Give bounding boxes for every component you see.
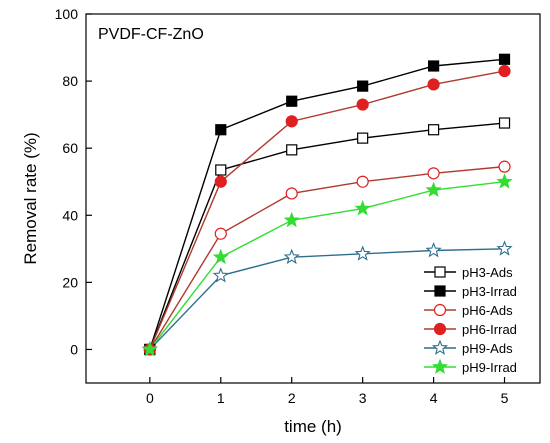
data-point (212, 267, 229, 283)
y-tick-label: 0 (70, 341, 78, 357)
data-point (354, 245, 371, 261)
legend-label: pH9-Ads (462, 341, 513, 356)
series-markers-6 (141, 173, 513, 357)
data-point (214, 227, 227, 240)
series-markers-3 (143, 160, 511, 356)
data-point (498, 53, 511, 65)
legend-marker (434, 266, 446, 278)
data-point (214, 175, 227, 188)
series-line-5 (149, 248, 505, 350)
y-tick-label: 40 (62, 207, 78, 223)
data-point (496, 173, 513, 189)
y-tick-label: 20 (62, 274, 78, 290)
data-point (427, 78, 440, 91)
series-line-2 (149, 58, 505, 350)
legend-label: pH9-Irrad (462, 360, 517, 375)
data-point (286, 95, 298, 107)
legend-label: pH3-Irrad (462, 284, 517, 299)
x-tick-label: 0 (146, 390, 154, 406)
legend-item-6: pH9-Irrad (424, 358, 517, 375)
data-point (427, 167, 440, 180)
chart-title: PVDF-CF-ZnO (98, 26, 204, 43)
legend: pH3-Ads pH3-Irrad pH6-Ads pH6-Irrad pH9-Ads p… (424, 265, 517, 375)
legend-marker (431, 339, 449, 355)
data-point (141, 340, 158, 357)
data-point (356, 175, 369, 188)
data-point (357, 80, 369, 92)
legend-label: pH6-Ads (462, 303, 513, 318)
data-point (357, 132, 369, 144)
data-point (356, 98, 369, 111)
x-tick-label: 1 (217, 390, 225, 406)
data-point (212, 248, 229, 265)
series-line-3 (149, 165, 505, 350)
legend-marker (433, 322, 447, 336)
data-point (425, 181, 442, 198)
data-point (283, 211, 300, 228)
data-point (283, 248, 300, 265)
legend-marker (433, 303, 447, 317)
x-tick-label: 4 (430, 390, 438, 406)
legend-item-1: pH3-Ads (424, 265, 513, 280)
legend-label: pH6-Irrad (462, 322, 517, 337)
y-tick-label: 100 (55, 6, 79, 22)
data-point (285, 115, 298, 128)
data-point (285, 187, 298, 200)
y-axis-title: Removal rate (%) (21, 132, 40, 264)
plot-area (85, 13, 541, 384)
series-markers-1 (144, 117, 511, 356)
y-tick-label: 60 (62, 140, 78, 156)
data-point (286, 144, 298, 156)
series-layer (141, 53, 513, 357)
x-axis-title: time (h) (284, 417, 342, 436)
series-line-6 (149, 181, 505, 350)
series-line-4 (149, 70, 505, 350)
data-point (498, 64, 511, 78)
data-point (215, 124, 227, 136)
axes-layer: 0 1 2 3 4 5 0 20 40 60 80 100 (55, 6, 509, 406)
data-point (498, 117, 511, 129)
series-markers-4 (143, 64, 511, 356)
legend-item-5: pH9-Ads (424, 339, 513, 356)
legend-item-3: pH6-Ads (424, 303, 513, 318)
data-point (425, 241, 442, 258)
legend-item-2: pH3-Irrad (424, 284, 517, 299)
data-point (215, 164, 227, 176)
legend-marker (431, 358, 449, 374)
legend-item-4: pH6-Irrad (424, 322, 517, 337)
legend-marker (434, 285, 446, 297)
plot-frame (85, 13, 541, 384)
x-tick-label: 2 (288, 390, 296, 406)
data-point (427, 124, 440, 136)
series-line-1 (149, 122, 505, 350)
data-point (354, 200, 371, 216)
data-point (496, 240, 513, 256)
y-tick-label: 80 (62, 73, 78, 89)
data-point (427, 60, 440, 72)
x-tick-label: 3 (359, 390, 367, 406)
legend-label: pH3-Ads (462, 265, 513, 280)
data-point (498, 160, 511, 173)
x-tick-label: 5 (501, 390, 509, 406)
